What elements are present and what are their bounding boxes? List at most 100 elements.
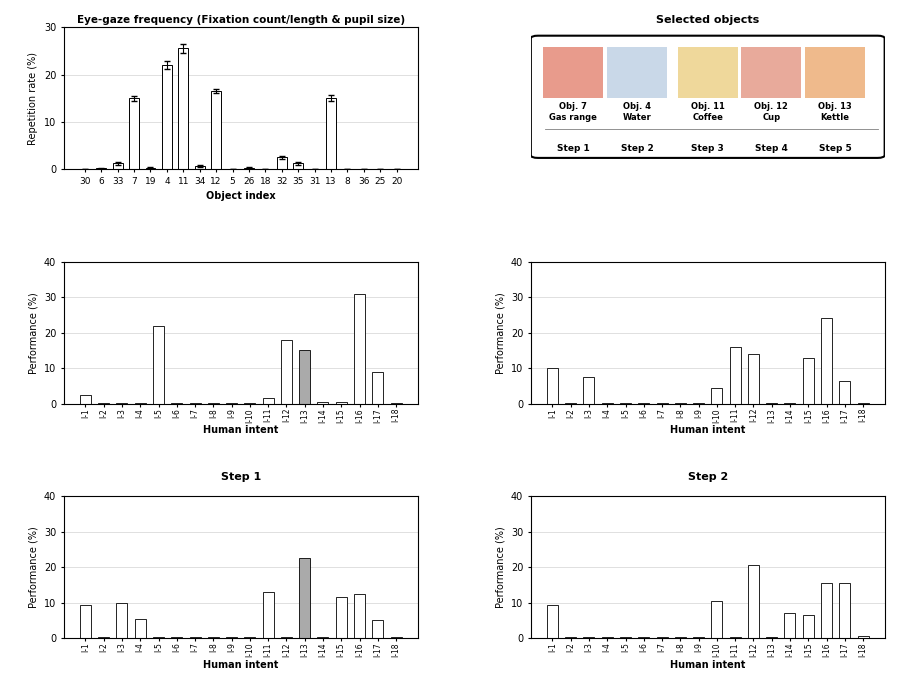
Bar [619,403,630,404]
Bar [619,637,630,638]
Bar [583,637,594,638]
Bar [353,293,364,404]
Bar [277,158,286,169]
Bar [856,403,867,404]
Bar [543,47,603,98]
Bar [153,637,164,638]
Bar [335,598,346,638]
Bar [601,403,612,404]
Bar [692,637,703,638]
Bar [326,98,335,169]
Bar [820,583,831,638]
Bar [117,403,128,404]
Bar [195,166,204,169]
Bar [838,381,849,404]
Bar [262,592,273,638]
Text: Step 2: Step 2 [619,144,652,153]
Bar [189,403,200,404]
Text: Step 1: Step 1 [557,144,589,153]
Bar [783,403,794,404]
Text: Obj. 13
Kettle: Obj. 13 Kettle [817,103,851,122]
Bar [601,637,612,638]
Bar [674,637,685,638]
Bar [335,402,346,404]
Bar [547,604,558,638]
Bar [244,403,255,404]
Bar [838,583,849,638]
Bar [765,403,776,404]
Bar [674,403,685,404]
Bar [211,91,220,169]
Bar [244,637,255,638]
Y-axis label: Performance (%): Performance (%) [28,526,38,608]
Bar [189,637,200,638]
Bar [565,403,576,404]
X-axis label: Human intent: Human intent [203,660,278,669]
Y-axis label: Performance (%): Performance (%) [28,292,38,373]
Bar [80,395,91,404]
Text: Step 4: Step 4 [754,144,787,153]
Bar [299,558,310,638]
Bar [281,340,292,404]
Bar [372,621,383,638]
Bar [208,637,219,638]
Bar [729,347,740,404]
Bar [113,163,122,169]
Bar [677,47,737,98]
Bar [765,637,776,638]
Text: Obj. 4
Water: Obj. 4 Water [622,103,650,122]
Bar [262,399,273,404]
Bar [153,326,164,404]
Text: Step 2: Step 2 [687,472,727,482]
Bar [162,65,171,169]
Bar [747,566,758,638]
Bar [281,637,292,638]
Text: Obj. 12
Cup: Obj. 12 Cup [753,103,787,122]
Y-axis label: Performance (%): Performance (%) [495,292,505,373]
Bar [179,48,188,169]
Y-axis label: Performance (%): Performance (%) [495,526,505,608]
Bar [802,358,813,404]
Bar [353,594,364,638]
Bar [97,168,106,169]
Bar [729,637,740,638]
Bar [656,637,667,638]
Bar [656,403,667,404]
Text: Step 3: Step 3 [691,144,723,153]
Bar [317,402,328,404]
Bar [638,403,649,404]
Bar [129,98,138,169]
Bar [638,637,649,638]
FancyBboxPatch shape [530,36,884,158]
Bar [135,403,146,404]
Bar [390,403,401,404]
Bar [741,47,801,98]
Bar [372,372,383,404]
Bar [804,47,865,98]
Bar [783,613,794,638]
X-axis label: Human intent: Human intent [670,425,744,435]
Bar [802,615,813,638]
Bar [299,350,310,404]
Bar [583,377,594,404]
Bar [117,603,128,638]
Bar [317,637,328,638]
Text: Obj. 11
Coffee: Obj. 11 Coffee [690,103,724,122]
Bar [98,637,109,638]
Title: Selected objects: Selected objects [655,15,759,25]
Bar [135,619,146,638]
Bar [293,163,302,169]
Text: Step 1: Step 1 [220,472,261,482]
Bar [747,354,758,404]
Text: Step 5: Step 5 [818,144,851,153]
Bar [244,168,253,169]
Bar [711,601,722,638]
X-axis label: Human intent: Human intent [203,425,278,435]
Bar [390,637,401,638]
Y-axis label: Repetition rate (%): Repetition rate (%) [28,52,38,145]
X-axis label: Object index: Object index [206,191,275,202]
Bar [711,388,722,404]
X-axis label: Human intent: Human intent [670,660,744,669]
Bar [820,318,831,404]
Bar [692,403,703,404]
